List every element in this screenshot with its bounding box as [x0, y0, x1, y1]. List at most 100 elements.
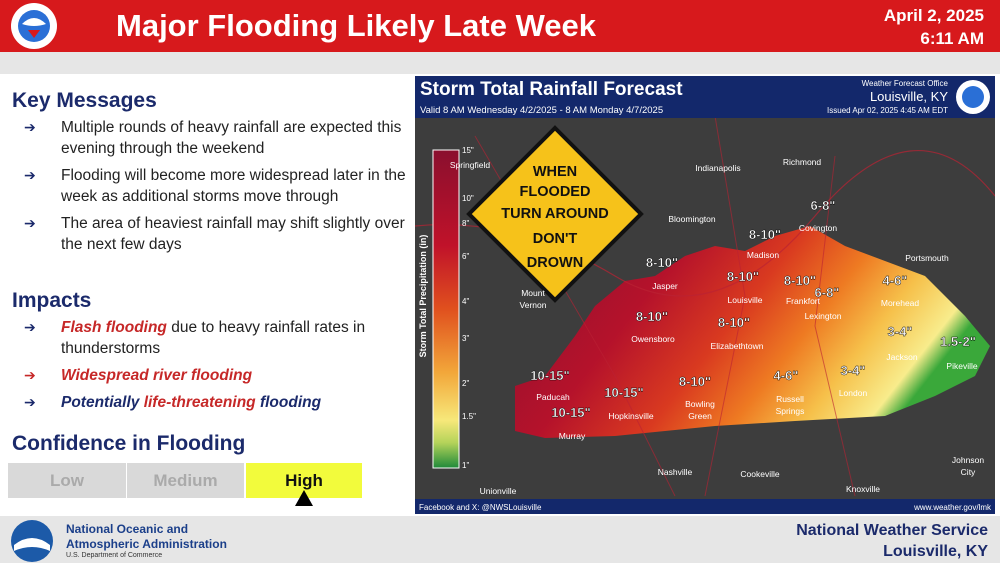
footer: National Oceanic and Atmospheric Administ… [0, 516, 1000, 563]
impact-text: due to heavy rainfall rates in thunderst… [61, 319, 366, 357]
rainfall-amount: 3-4" [841, 363, 866, 378]
impact: Potentially life-threatening flooding [12, 392, 412, 413]
legend-tick: 15" [462, 146, 474, 155]
rainfall-map: Storm Total Rainfall Forecast Valid 8 AM … [415, 76, 995, 514]
city-label: Owensboro [631, 334, 675, 344]
rainfall-amount: 8-10" [784, 273, 816, 288]
noaa-logo [11, 520, 53, 562]
rainfall-amount: 8-10" [679, 374, 711, 389]
sign-text: DROWN [527, 255, 583, 271]
date: April 2, 2025 [883, 6, 984, 25]
nws-line: National Weather Service [796, 522, 988, 539]
rainfall-amount: 10-15" [530, 368, 569, 383]
city-label: Johnson [952, 455, 984, 465]
rainfall-shading [515, 226, 990, 438]
nws-line: Louisville, KY [883, 543, 988, 560]
noaa-name: National Oceanic and Atmospheric Administ… [66, 522, 227, 552]
city-label: Morehead [881, 298, 920, 308]
city-label: Richmond [783, 157, 822, 167]
sign-text: FLOODED [520, 184, 591, 200]
city-label: Elizabethtown [711, 341, 764, 351]
legend-tick: 8" [462, 219, 469, 228]
map-title-bar [415, 76, 995, 118]
header-strip [0, 52, 1000, 74]
city-label: Portsmouth [905, 253, 949, 263]
rainfall-amount: 4-6" [774, 368, 799, 383]
impact-key: Flash flooding [61, 319, 167, 336]
city-label: Cookeville [740, 469, 779, 479]
city-label: Paducah [536, 392, 570, 402]
impact-key: Widespread river flooding [61, 367, 253, 384]
city-label: Bowling [685, 399, 715, 409]
heading: Key Messages [12, 89, 157, 112]
rainfall-amount: 3-4" [888, 324, 913, 339]
impact-key: life-threatening [143, 394, 256, 411]
city-label: Mount [521, 288, 545, 298]
noaa-line: National Oceanic and [66, 522, 189, 536]
header: Major Flooding Likely Late Week April 2,… [0, 0, 1000, 52]
confidence-level: Medium [127, 463, 244, 498]
map-footer-bar [415, 499, 995, 514]
impact: Flash flooding due to heavy rainfall rat… [12, 317, 412, 359]
legend-tick: 2" [462, 379, 469, 388]
city-label: Springs [776, 406, 805, 416]
message: Flooding will become more widespread lat… [12, 165, 412, 207]
rainfall-amount: 10-15" [551, 405, 590, 420]
rainfall-amount: 4-6" [883, 273, 908, 288]
city-label: City [961, 467, 976, 477]
rainfall-amount: 10-15" [604, 385, 643, 400]
map-valid: Valid 8 AM Wednesday 4/2/2025 - 8 AM Mon… [420, 105, 663, 116]
legend-tick: 1.5" [462, 412, 476, 421]
rainfall-amount: 1.5-2" [940, 334, 976, 349]
rainfall-amount: 8-10" [646, 255, 678, 270]
rainfall-amount: 8-10" [718, 315, 750, 330]
legend-title: Storm Total Precipitation (in) [418, 235, 428, 358]
sign-text: DON'T [533, 231, 578, 247]
message: Multiple rounds of heavy rainfall are ex… [12, 117, 412, 159]
rainfall-amount: 8-10" [749, 227, 781, 242]
city-label: Nashville [658, 467, 693, 477]
city-label: Frankfort [786, 296, 821, 306]
impacts: Impacts Flash flooding due to heavy rain… [12, 289, 412, 419]
city-label: Lexington [805, 311, 842, 321]
warning-sign [466, 125, 644, 303]
impact-text: flooding [255, 394, 322, 411]
datetime: April 2, 2025 6:11 AM [884, 4, 984, 50]
noaa-dept: U.S. Department of Commerce [66, 552, 163, 559]
impact: Widespread river flooding [12, 365, 412, 386]
nws-office: National Weather Service Louisville, KY [796, 520, 988, 562]
rainfall-amount: 6-8" [811, 198, 836, 213]
city-label: London [839, 388, 868, 398]
legend-tick: 3" [462, 334, 469, 343]
city-label: Madison [747, 250, 779, 260]
office-name: Louisville, KY [870, 89, 948, 104]
rainfall-amount: 6-8" [815, 285, 840, 300]
city-label: Green [688, 411, 712, 421]
city-label: Murray [559, 431, 586, 441]
city-label: Hopkinsville [608, 411, 654, 421]
legend-tick: 4" [462, 297, 469, 306]
title: Major Flooding Likely Late Week [116, 8, 597, 43]
nws-logo [11, 3, 57, 49]
city-label: Bloomington [668, 214, 716, 224]
key-messages: Key Messages Multiple rounds of heavy ra… [12, 89, 412, 261]
legend-tick: 1" [462, 461, 469, 470]
city-label: Unionville [480, 486, 517, 496]
rainfall-amount: 8-10" [727, 269, 759, 284]
city-label: Jackson [886, 352, 917, 362]
footer-left: Facebook and X: @NWSLouisville [419, 503, 542, 512]
city-label: Vernon [520, 300, 547, 310]
heading: Confidence in Flooding [12, 432, 246, 455]
sign-text: TURN AROUND [501, 206, 608, 222]
city-label: Louisville [728, 295, 763, 305]
rainfall-amount: 8-10" [636, 309, 668, 324]
noaa-line: Atmospheric Administration [66, 537, 227, 551]
city-label: Springfield [450, 160, 490, 170]
selected-marker [295, 490, 313, 506]
impact-text: Potentially [61, 394, 144, 411]
city-label: Pikeville [946, 361, 977, 371]
message: The area of heaviest rainfall may shift … [12, 213, 412, 255]
city-label: Jasper [652, 281, 678, 291]
sign-text: WHEN [533, 164, 577, 180]
